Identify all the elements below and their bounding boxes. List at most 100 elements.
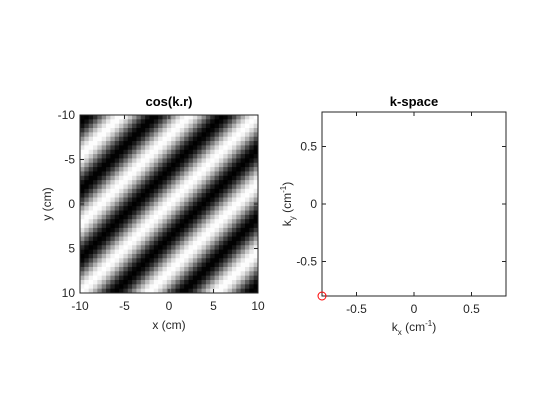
heatmap-cell	[84, 214, 90, 220]
heatmap-cell	[149, 154, 155, 159]
heatmap-cell	[136, 227, 142, 233]
heatmap-cell	[149, 275, 155, 281]
heatmap-cell	[140, 223, 146, 229]
heatmap-cell	[158, 145, 163, 151]
heatmap-cell	[253, 266, 259, 272]
heatmap-cell	[114, 201, 120, 207]
heatmap-cell	[253, 214, 259, 220]
heatmap-cell	[197, 119, 202, 125]
heatmap-cell	[253, 219, 259, 224]
heatmap-cell	[132, 249, 137, 255]
heatmap-cell	[88, 162, 94, 168]
heatmap-cell	[132, 188, 137, 194]
heatmap-cell	[162, 154, 168, 159]
heatmap-cell	[101, 201, 107, 207]
heatmap-cell	[171, 175, 176, 181]
heatmap-cell	[188, 245, 194, 250]
heatmap-cell	[244, 206, 250, 211]
heatmap-cell	[197, 288, 202, 294]
heatmap-cell	[231, 145, 237, 151]
heatmap-cell	[119, 149, 124, 155]
heatmap-cell	[205, 115, 211, 120]
heatmap-cell	[214, 136, 220, 142]
heatmap-cell	[214, 193, 220, 198]
heatmap-cell	[153, 119, 159, 125]
heatmap-cell	[171, 132, 176, 138]
heatmap-cell	[223, 158, 229, 164]
heatmap-cell	[162, 119, 168, 125]
heatmap-cell	[97, 201, 103, 207]
heatmap-cell	[197, 180, 202, 185]
heatmap-cell	[179, 158, 185, 164]
heatmap-cell	[80, 145, 85, 151]
heatmap-cell	[231, 162, 237, 168]
heatmap-cell	[197, 240, 202, 246]
heatmap-cell	[175, 253, 181, 259]
heatmap-cell	[249, 271, 255, 277]
heatmap-cell	[132, 245, 137, 250]
heatmap-cell	[153, 184, 159, 190]
heatmap-cell	[227, 245, 233, 250]
heatmap-cell	[80, 171, 85, 177]
heatmap-cell	[132, 162, 137, 168]
heatmap-cell	[253, 171, 259, 177]
heatmap-x-ticks: -10 -5 0 5 10	[71, 115, 265, 313]
heatmap-cell	[201, 197, 207, 203]
heatmap-cell	[123, 219, 129, 224]
heatmap-cell	[201, 279, 207, 285]
heatmap-cell	[162, 266, 168, 272]
heatmap-cell	[188, 141, 194, 146]
heatmap-cell	[110, 271, 116, 277]
heatmap-cell	[184, 123, 189, 129]
heatmap-cell	[175, 188, 181, 194]
heatmap-cell	[106, 193, 111, 198]
heatmap-cell	[106, 123, 111, 129]
heatmap-cell	[171, 284, 176, 290]
heatmap-cell	[136, 154, 142, 159]
heatmap-cell	[84, 266, 90, 272]
heatmap-cell	[136, 201, 142, 207]
heatmap-cell	[227, 219, 233, 224]
heatmap-cell	[149, 136, 155, 142]
heatmap-cell	[188, 115, 194, 120]
heatmap-cell	[140, 236, 146, 242]
heatmap-cell	[175, 284, 181, 290]
heatmap-cell	[140, 128, 146, 133]
heatmap-cell	[97, 132, 103, 138]
heatmap-cell	[162, 123, 168, 129]
heatmap-cell	[123, 171, 129, 177]
heatmap-cell	[201, 145, 207, 151]
heatmap-cell	[106, 210, 111, 216]
heatmap-cell	[223, 180, 229, 185]
heatmap-cell	[197, 223, 202, 229]
kspace-x-label-close: )	[432, 320, 436, 334]
heatmap-cell	[149, 162, 155, 168]
heatmap-cell	[210, 115, 215, 120]
heatmap-cell	[106, 175, 111, 181]
heatmap-cell	[84, 188, 90, 194]
heatmap-cell	[210, 236, 215, 242]
heatmap-cell	[236, 253, 242, 259]
heatmap-x-tick-label: 0	[166, 299, 173, 313]
heatmap-cell	[127, 266, 133, 272]
heatmap-cell	[201, 167, 207, 172]
heatmap-cell	[210, 197, 215, 203]
heatmap-cell	[244, 180, 250, 185]
heatmap-cell	[214, 288, 220, 294]
heatmap-cell	[201, 249, 207, 255]
heatmap-cell	[123, 128, 129, 133]
heatmap-cell	[188, 180, 194, 185]
heatmap-cell	[218, 227, 224, 233]
heatmap-cell	[240, 188, 246, 194]
heatmap-cell	[201, 240, 207, 246]
heatmap-cell	[162, 262, 168, 268]
heatmap-cell	[253, 279, 259, 285]
heatmap-cell	[149, 232, 155, 237]
heatmap-cell	[149, 180, 155, 185]
heatmap-cell	[218, 284, 224, 290]
heatmap-cell	[88, 227, 94, 233]
heatmap-cell	[145, 271, 150, 277]
heatmap-cell	[88, 284, 94, 290]
heatmap-cell	[223, 271, 229, 277]
heatmap-cell	[162, 240, 168, 246]
